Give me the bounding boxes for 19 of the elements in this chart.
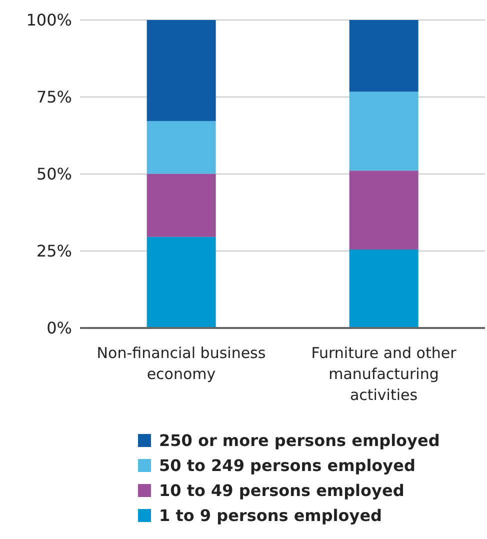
y-tick-label: 0%	[46, 318, 72, 338]
bar	[146, 174, 216, 237]
bar	[146, 236, 216, 328]
x-tick-label: Furniture and other manufacturing activities	[311, 344, 458, 404]
bar	[146, 121, 216, 174]
legend-label: 10 to 49 persons employed	[159, 481, 404, 500]
y-tick-label: 75%	[36, 88, 72, 107]
bar	[349, 170, 418, 250]
bar	[349, 249, 418, 328]
legend-label: 250 or more persons employed	[159, 431, 440, 450]
legend-label: 1 to 9 persons employed	[159, 506, 382, 525]
y-tick-label: 50%	[36, 164, 72, 184]
bar	[146, 20, 216, 122]
bar	[349, 20, 418, 92]
bar	[349, 92, 418, 171]
y-tick-label: 25%	[36, 242, 72, 261]
legend-label: 50 to 249 persons employed	[159, 456, 416, 475]
x-tick-label: Non-financial business economy	[96, 344, 266, 383]
y-tick-label: 100%	[26, 10, 72, 30]
